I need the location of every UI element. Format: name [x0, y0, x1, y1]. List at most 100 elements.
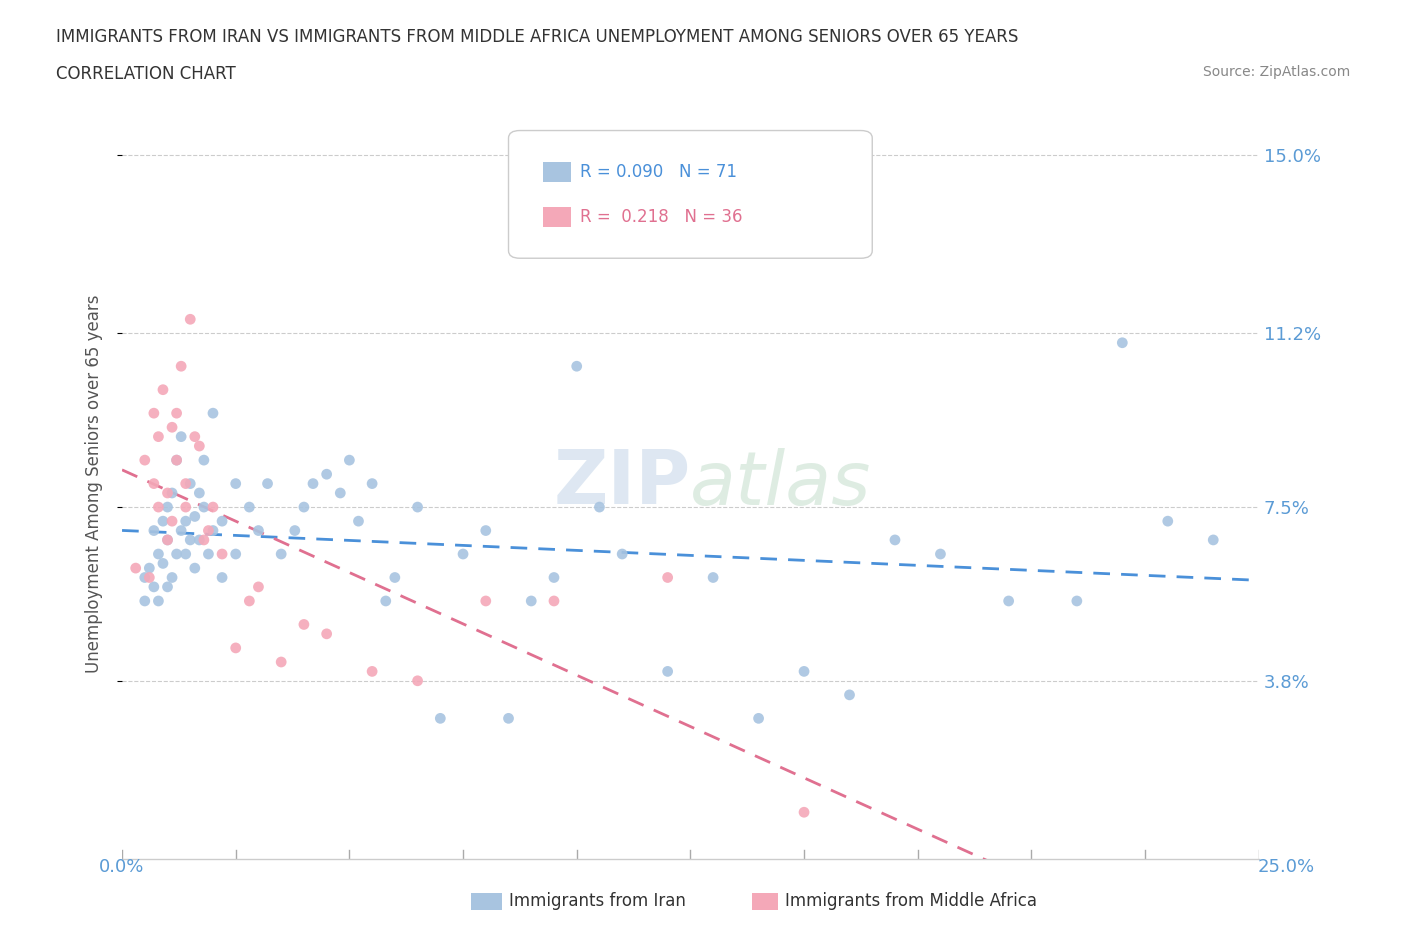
Point — [256, 476, 278, 491]
Point — [152, 556, 174, 571]
FancyBboxPatch shape — [543, 162, 571, 181]
Point — [429, 711, 451, 725]
Point — [134, 453, 156, 468]
Point — [406, 673, 429, 688]
Point — [284, 523, 307, 538]
Point — [152, 513, 174, 528]
Point — [156, 533, 179, 548]
Point — [793, 664, 815, 679]
Point — [270, 655, 292, 670]
Point — [166, 405, 188, 420]
Point — [134, 570, 156, 585]
Point — [179, 476, 201, 491]
Text: ZIP: ZIP — [553, 447, 690, 520]
Point — [657, 664, 679, 679]
Point — [588, 499, 610, 514]
Point — [361, 476, 384, 491]
Point — [160, 570, 183, 585]
Point — [125, 561, 148, 576]
Point — [225, 641, 247, 656]
Point — [225, 547, 247, 562]
Point — [142, 579, 165, 594]
Point — [475, 523, 498, 538]
Point — [193, 499, 215, 514]
Point — [337, 453, 360, 468]
Point — [170, 359, 193, 374]
Point — [211, 513, 233, 528]
Point — [406, 499, 429, 514]
Point — [138, 561, 160, 576]
Point — [884, 533, 907, 548]
Point — [193, 533, 215, 548]
Point — [211, 547, 233, 562]
Point — [315, 627, 337, 642]
Point — [329, 485, 352, 500]
Point — [193, 453, 215, 468]
Point — [929, 547, 952, 562]
Point — [225, 476, 247, 491]
Point — [211, 570, 233, 585]
Y-axis label: Unemployment Among Seniors over 65 years: Unemployment Among Seniors over 65 years — [86, 295, 103, 672]
Point — [152, 382, 174, 397]
Point — [148, 547, 170, 562]
Point — [134, 593, 156, 608]
Point — [748, 711, 770, 725]
Point — [160, 513, 183, 528]
Point — [543, 593, 565, 608]
FancyBboxPatch shape — [543, 207, 571, 227]
Text: atlas: atlas — [690, 447, 872, 520]
Point — [179, 533, 201, 548]
Point — [174, 513, 197, 528]
Point — [384, 570, 406, 585]
Text: 0.0%: 0.0% — [98, 857, 143, 876]
Point — [997, 593, 1019, 608]
Point — [174, 499, 197, 514]
Text: R = 0.090   N = 71: R = 0.090 N = 71 — [581, 163, 737, 180]
Point — [315, 467, 337, 482]
Point — [188, 533, 211, 548]
Point — [156, 579, 179, 594]
Point — [1157, 513, 1180, 528]
Point — [292, 499, 315, 514]
Point — [166, 453, 188, 468]
Text: Immigrants from Middle Africa: Immigrants from Middle Africa — [785, 892, 1036, 910]
Point — [498, 711, 520, 725]
Point — [170, 523, 193, 538]
Point — [238, 499, 260, 514]
Text: CORRELATION CHART: CORRELATION CHART — [56, 65, 236, 83]
Text: Immigrants from Iran: Immigrants from Iran — [509, 892, 686, 910]
Point — [148, 499, 170, 514]
Point — [201, 405, 224, 420]
Point — [142, 405, 165, 420]
Point — [179, 312, 201, 326]
Point — [166, 547, 188, 562]
Point — [838, 687, 860, 702]
Point — [247, 523, 270, 538]
Point — [197, 547, 219, 562]
Point — [156, 499, 179, 514]
Point — [793, 804, 815, 819]
Point — [238, 593, 260, 608]
Point — [184, 561, 207, 576]
Point — [156, 533, 179, 548]
Point — [188, 485, 211, 500]
Point — [657, 570, 679, 585]
Point — [247, 579, 270, 594]
Point — [148, 430, 170, 445]
Point — [520, 593, 543, 608]
Point — [451, 547, 474, 562]
Point — [201, 499, 224, 514]
Point — [160, 419, 183, 434]
Point — [565, 359, 588, 374]
Point — [201, 523, 224, 538]
Point — [1202, 533, 1225, 548]
Point — [156, 485, 179, 500]
Point — [184, 430, 207, 445]
Text: IMMIGRANTS FROM IRAN VS IMMIGRANTS FROM MIDDLE AFRICA UNEMPLOYMENT AMONG SENIORS: IMMIGRANTS FROM IRAN VS IMMIGRANTS FROM … — [56, 28, 1018, 46]
Point — [166, 453, 188, 468]
Text: R =  0.218   N = 36: R = 0.218 N = 36 — [581, 208, 742, 226]
Point — [142, 476, 165, 491]
Point — [702, 570, 724, 585]
Point — [302, 476, 325, 491]
Point — [170, 430, 193, 445]
